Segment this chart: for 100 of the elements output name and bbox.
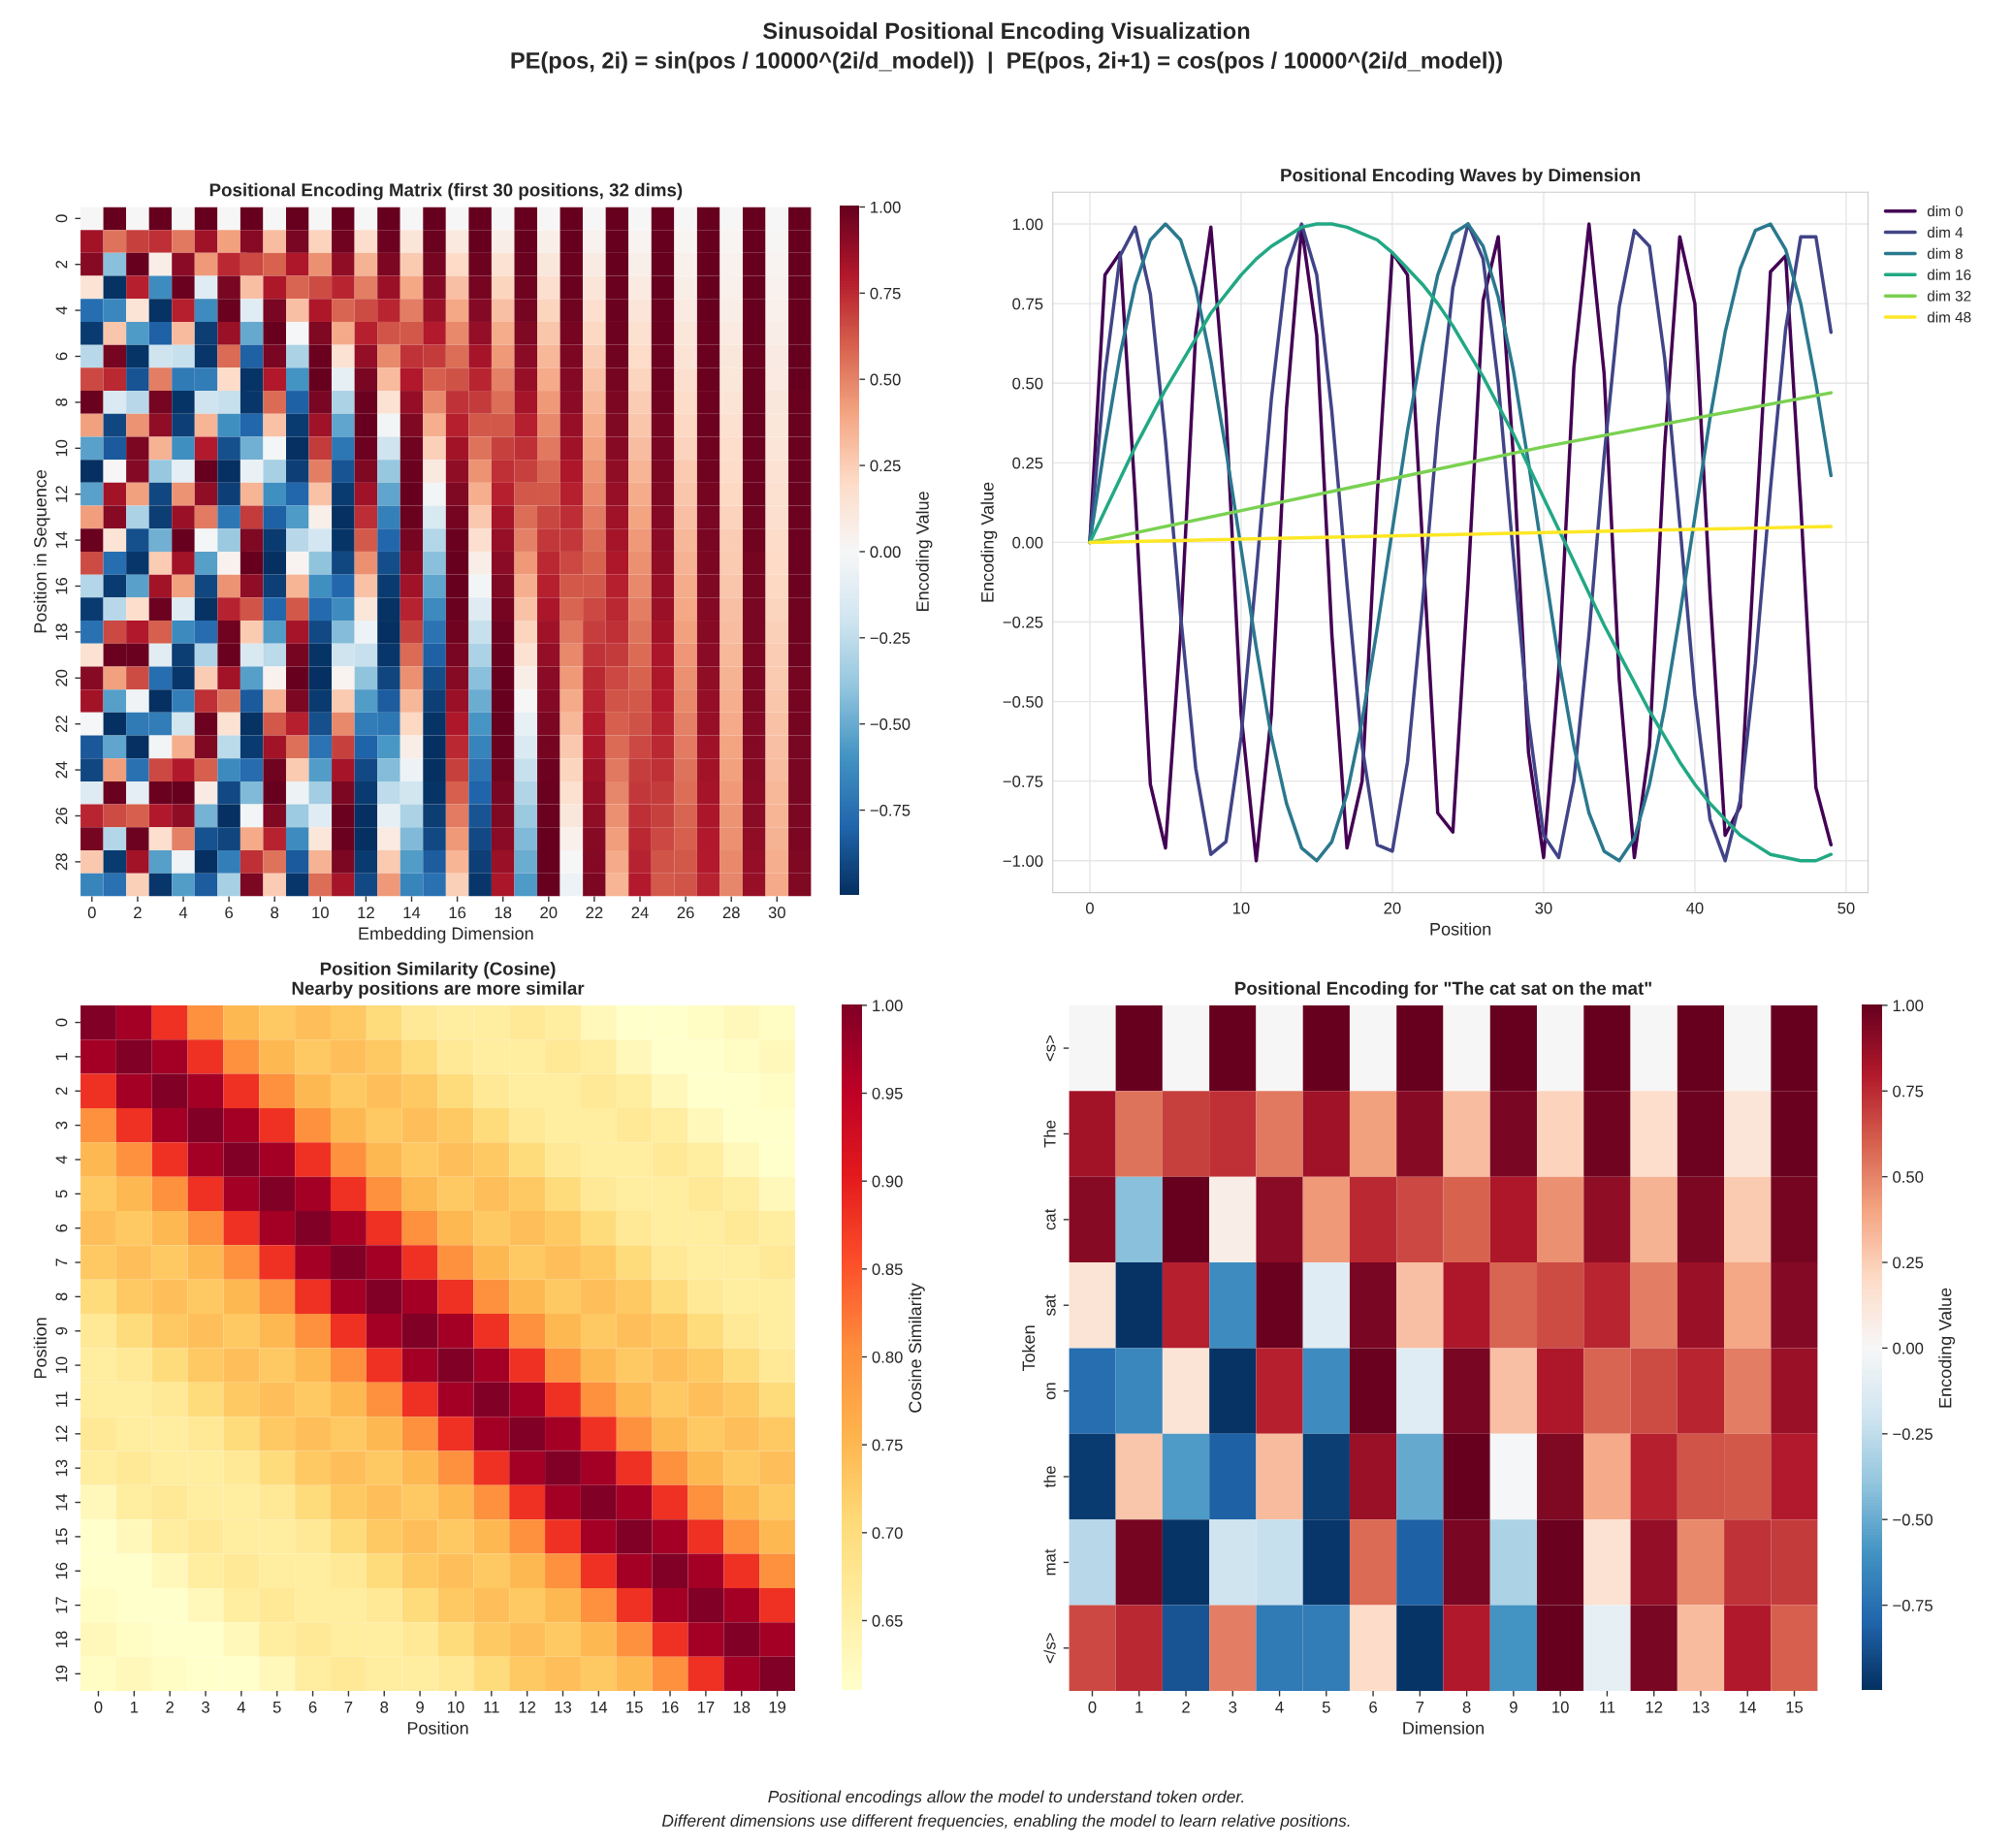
color-bar-label: 0.50: [1893, 1171, 1924, 1183]
x-tick-label: 30: [1535, 902, 1552, 914]
x-tick-label: 3: [202, 1701, 209, 1713]
y-tick-label: 18: [55, 1631, 68, 1647]
x-tick-label: 14: [591, 1702, 608, 1713]
y-tick-label: 0.75: [1012, 298, 1043, 310]
y-tick-label: 12: [55, 486, 68, 502]
y-tick-label: 2: [55, 260, 68, 269]
x-tick-label: 22: [586, 907, 603, 918]
line-series: [1088, 391, 1834, 545]
color-bar-label: 0.75: [1893, 1085, 1924, 1098]
color-bar-label: 0.50: [870, 373, 901, 386]
x-tick-label: 15: [1786, 1702, 1804, 1713]
color-bar-label: 0.65: [872, 1614, 903, 1627]
x-tick-label: 6: [308, 1701, 317, 1713]
x-axis-title: Dimension: [1403, 1721, 1484, 1735]
x-tick-label: 11: [1600, 1702, 1615, 1713]
chart-title: Positional Encoding Matrix (first 30 positions, 32 dims): [209, 182, 683, 201]
y-axis-title: Position in Sequence: [33, 469, 50, 633]
y-tick-label: 9: [55, 1326, 68, 1335]
x-tick-label: 7: [1416, 1702, 1424, 1713]
x-tick-label: 17: [697, 1702, 715, 1713]
x-tick-label: 3: [1229, 1701, 1237, 1713]
x-tick-label: 2: [1182, 1701, 1190, 1713]
y-tick-label: −0.75: [1003, 776, 1043, 787]
y-tick-label: 6: [55, 352, 68, 361]
text: Sinusoidal Positional Encoding Visualization: [763, 21, 1250, 44]
y-tick-label: 18: [55, 623, 68, 640]
color-bar-label: 0.25: [1893, 1257, 1924, 1269]
chart-subtitle: Nearby positions are more similar: [292, 981, 585, 999]
x-tick-label: 16: [662, 1701, 679, 1713]
color-bar-label: 0.95: [872, 1087, 903, 1099]
color-bar-label: 1.00: [1893, 1000, 1924, 1012]
x-tick-label: 30: [768, 907, 785, 919]
color-bar-label: 0.85: [872, 1263, 903, 1276]
color-bar-title: Cosine Similarity: [908, 1283, 925, 1413]
y-tick-label: 0.25: [1012, 457, 1043, 469]
color-bar-label: 1.00: [873, 1000, 903, 1012]
color-bar-label: −0.75: [1893, 1600, 1933, 1611]
x-tick-label: 0: [87, 907, 96, 919]
y-tick-label: on: [1046, 1383, 1056, 1400]
x-tick-label: 6: [225, 907, 234, 919]
y-tick-label: 0.50: [1012, 377, 1043, 390]
color-bar-label: 0.70: [872, 1527, 903, 1540]
x-tick-label: 50: [1837, 902, 1855, 914]
color-bar-label: −0.50: [870, 718, 911, 730]
x-tick-label: 20: [540, 907, 558, 919]
y-tick-label: 20: [55, 669, 68, 686]
y-tick-label: <s>: [1045, 1035, 1056, 1062]
x-tick-label: 5: [272, 1702, 281, 1713]
y-tick-label: 0: [55, 214, 68, 223]
color-bar-label: 0.25: [870, 460, 901, 472]
x-tick-label: 13: [555, 1701, 572, 1713]
x-tick-label: 24: [631, 907, 649, 918]
y-tick-label: −0.50: [1003, 695, 1043, 708]
y-tick-label: 28: [55, 853, 68, 871]
y-tick-label: 11: [55, 1391, 68, 1407]
color-bar-title: Encoding Value: [1938, 1288, 1956, 1408]
x-tick-label: 8: [380, 1701, 389, 1713]
legend-label: dim 32: [1927, 290, 1971, 302]
y-tick-label: 24: [55, 761, 68, 779]
x-tick-label: 4: [178, 907, 188, 918]
y-tick-label: 7: [55, 1259, 68, 1266]
x-tick-label: 4: [237, 1702, 246, 1713]
y-tick-label: 2: [55, 1087, 68, 1096]
y-tick-label: 10: [55, 1356, 68, 1374]
color-bar-label: 0.00: [1893, 1342, 1924, 1354]
x-tick-label: 1: [1135, 1702, 1143, 1713]
y-tick-label: 14: [55, 1493, 68, 1511]
chart-title: Positional Encoding for "The cat sat on the mat": [1235, 981, 1651, 999]
x-tick-label: 12: [358, 907, 374, 918]
legend-label: dim 48: [1927, 311, 1971, 323]
color-bar-label: 0.00: [870, 546, 901, 558]
x-tick-label: 10: [1552, 1701, 1569, 1713]
color-bar-label: 0.80: [872, 1351, 903, 1363]
x-tick-label: 6: [1369, 1701, 1377, 1713]
x-tick-label: 19: [769, 1701, 786, 1713]
y-tick-label: −0.25: [1003, 616, 1043, 628]
y-axis-title: Token: [1022, 1325, 1036, 1372]
x-tick-label: 12: [519, 1701, 536, 1713]
legend-label: dim 0: [1927, 205, 1964, 217]
color-bar-label: −0.75: [870, 804, 911, 816]
y-tick-label: 10: [55, 439, 68, 457]
y-tick-label: 0: [55, 1018, 68, 1027]
text: PE(pos, 2i) = sin(pos / 10000^(2i/d_model)) | PE(pos, 2i+1) = cos(pos / 10000^(2i/d_model)): [511, 51, 1502, 74]
x-tick-label: 12: [1646, 1701, 1663, 1713]
legend-label: dim 4: [1927, 226, 1964, 239]
text: Positional encodings allow the model to understand token order.: [768, 1790, 1244, 1806]
x-tick-label: 40: [1686, 902, 1704, 914]
color-bar-label: 1.00: [871, 201, 901, 213]
x-tick-label: 28: [722, 907, 740, 919]
color-bar-label: 0.90: [872, 1175, 903, 1188]
x-tick-label: 14: [403, 907, 421, 918]
y-tick-label: 6: [55, 1224, 68, 1232]
x-tick-label: 10: [312, 907, 329, 919]
line-series: [1088, 222, 1834, 863]
y-tick-label: 14: [55, 531, 68, 549]
y-axis-title: Encoding Value: [980, 482, 998, 602]
x-tick-label: 4: [1275, 1702, 1284, 1713]
x-tick-label: 16: [449, 907, 466, 919]
